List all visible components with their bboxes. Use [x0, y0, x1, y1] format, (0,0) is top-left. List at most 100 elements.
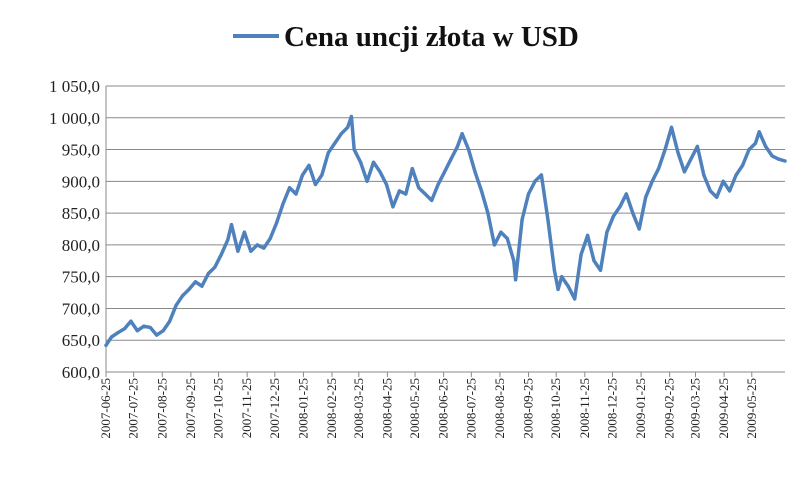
x-tick-label: 2007-10-25 — [211, 378, 226, 439]
x-tick-label: 2009-03-25 — [688, 378, 703, 439]
data-point — [560, 275, 564, 279]
data-point — [757, 130, 761, 134]
data-point — [155, 333, 159, 337]
data-point — [473, 170, 477, 174]
data-point — [631, 211, 635, 215]
x-tick-label: 2009-02-25 — [662, 378, 677, 439]
x-tick-label: 2008-04-25 — [379, 378, 394, 439]
y-tick-label: 750,0 — [62, 268, 100, 287]
data-point — [644, 195, 648, 199]
data-point — [320, 173, 324, 177]
x-tick-label: 2008-11-25 — [577, 378, 592, 438]
data-point — [213, 265, 217, 269]
data-point — [219, 252, 223, 256]
data-point — [512, 259, 516, 263]
y-tick-label: 1 000,0 — [49, 109, 100, 128]
data-point — [384, 182, 389, 187]
data-point — [430, 198, 434, 202]
x-tick-label: 2008-07-25 — [463, 378, 478, 439]
data-point — [307, 163, 311, 167]
x-tick-label: 2008-05-25 — [407, 378, 422, 439]
x-tick-label: 2008-09-25 — [521, 378, 536, 439]
data-point — [455, 144, 460, 148]
data-point — [702, 173, 706, 177]
data-point — [753, 141, 758, 145]
y-tick-label: 800,0 — [62, 236, 100, 255]
data-point — [637, 227, 641, 231]
y-tick-label: 850,0 — [62, 204, 100, 223]
data-point — [669, 125, 674, 129]
data-point — [294, 192, 298, 196]
x-tick-label: 2007-07-25 — [126, 378, 141, 439]
data-point — [129, 319, 133, 323]
data-point — [573, 297, 577, 301]
x-tick-label: 2009-01-25 — [633, 378, 648, 439]
data-point — [365, 179, 369, 183]
data-point — [624, 192, 628, 196]
data-point — [371, 160, 376, 164]
data-point — [747, 148, 751, 152]
data-point — [618, 205, 622, 209]
data-point — [410, 167, 414, 171]
legend-label: Cena uncji złota w USD — [284, 21, 579, 53]
data-point — [226, 238, 230, 242]
data-point — [586, 233, 590, 237]
data-point — [443, 170, 447, 174]
data-point — [135, 329, 139, 333]
data-point — [579, 252, 583, 256]
data-point — [764, 144, 768, 148]
data-point — [187, 287, 191, 291]
data-point — [734, 173, 738, 177]
series-line — [104, 114, 787, 348]
x-tick-label: 2008-01-25 — [295, 378, 310, 439]
data-point — [268, 236, 272, 241]
y-tick-label: 650,0 — [62, 331, 100, 350]
data-point — [174, 303, 178, 307]
data-point — [300, 173, 305, 177]
data-point — [104, 343, 108, 347]
data-point — [142, 324, 146, 328]
x-tick-label: 2008-08-25 — [492, 378, 507, 439]
x-tick-label: 2007-09-25 — [183, 378, 198, 439]
x-tick-label: 2007-08-25 — [154, 378, 169, 439]
y-tick-label: 700,0 — [62, 299, 100, 318]
x-tick-label: 2009-04-25 — [716, 378, 731, 439]
data-point — [566, 284, 570, 288]
data-point — [770, 154, 774, 158]
data-point — [546, 217, 550, 222]
data-point — [148, 325, 152, 330]
data-point — [122, 327, 127, 331]
data-point — [255, 243, 259, 247]
data-point — [109, 335, 114, 339]
data-point — [352, 148, 356, 152]
data-point — [168, 319, 172, 323]
data-point — [206, 271, 210, 276]
data-point — [423, 192, 427, 196]
data-point — [349, 114, 353, 119]
data-point — [657, 167, 661, 171]
data-point — [592, 259, 596, 263]
data-point — [275, 221, 279, 225]
series-layer — [104, 114, 787, 348]
data-point — [229, 223, 234, 227]
data-point — [505, 236, 509, 241]
data-point — [236, 249, 240, 253]
x-tick-label: 2008-12-25 — [604, 378, 619, 439]
data-point — [436, 182, 440, 187]
y-tick-label: 950,0 — [62, 141, 100, 160]
data-point — [288, 186, 292, 190]
data-point — [116, 331, 120, 335]
data-point — [460, 132, 464, 136]
data-point — [200, 284, 204, 288]
data-point — [598, 268, 603, 272]
data-point — [539, 173, 544, 177]
data-point — [193, 280, 198, 284]
data-point — [741, 163, 745, 167]
data-point — [676, 151, 680, 155]
data-point — [326, 151, 330, 155]
data-point — [397, 189, 401, 193]
data-point — [449, 157, 453, 161]
x-tick-label: 2007-11-25 — [239, 378, 254, 438]
data-point — [552, 268, 557, 272]
